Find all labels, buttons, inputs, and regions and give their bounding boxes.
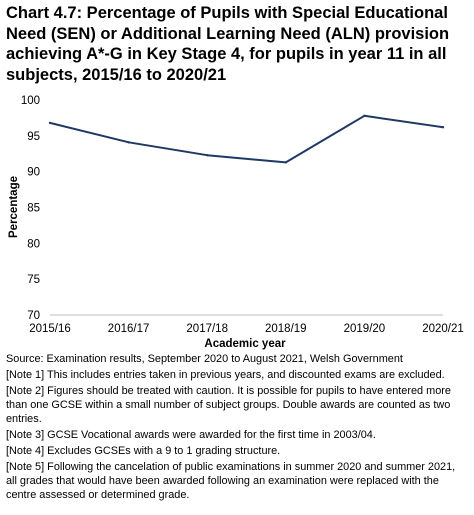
notes-section: Source: Examination results, September 2… [6, 352, 468, 504]
y-tick-label: 90 [27, 167, 40, 179]
note-2: [Note 2] Figures should be treated with … [6, 385, 451, 425]
note-1: [Note 1] This includes entries taken in … [6, 369, 445, 381]
x-tick-label: 2018/19 [265, 323, 307, 335]
series-layer [48, 114, 445, 164]
x-tick-label: 2020/21 [422, 323, 464, 335]
note-3: [Note 3] GCSE Vocational awards were awa… [6, 429, 376, 441]
data-point [48, 121, 52, 125]
data-point [441, 126, 445, 129]
source-text: Source: Examination results, September 2… [6, 353, 403, 365]
x-tick-label: 2017/18 [186, 323, 228, 335]
note-4: [Note 4] Excludes GCSEs with a 9 to 1 gr… [6, 445, 281, 457]
y-tick-label: 85 [27, 203, 40, 215]
y-tick-label: 75 [27, 274, 40, 286]
x-axis-title: Academic year [204, 338, 286, 350]
y-axis: 70 75 80 85 90 95 100 [21, 95, 40, 322]
x-tick-label: 2015/16 [29, 323, 71, 335]
y-axis-title: Percentage [8, 176, 20, 238]
chart-title: Chart 4.7: Percentage of Pupils with Spe… [6, 4, 450, 84]
data-point [127, 141, 130, 144]
series-line [49, 114, 444, 164]
data-point [206, 153, 209, 157]
data-point [363, 114, 366, 117]
y-tick-label: 80 [27, 238, 40, 250]
y-tick-label: 70 [27, 310, 40, 322]
y-tick-label: 95 [27, 131, 40, 143]
data-point [284, 161, 287, 164]
x-axis: 2015/16 2016/17 2017/18 2018/19 2019/20 2020/… [29, 314, 464, 335]
x-tick-label: 2019/20 [344, 323, 386, 335]
note-5: [Note 5] Following the cancelation of pu… [6, 461, 456, 501]
x-tick-label: 2016/17 [108, 323, 150, 335]
y-tick-label: 100 [21, 95, 40, 107]
